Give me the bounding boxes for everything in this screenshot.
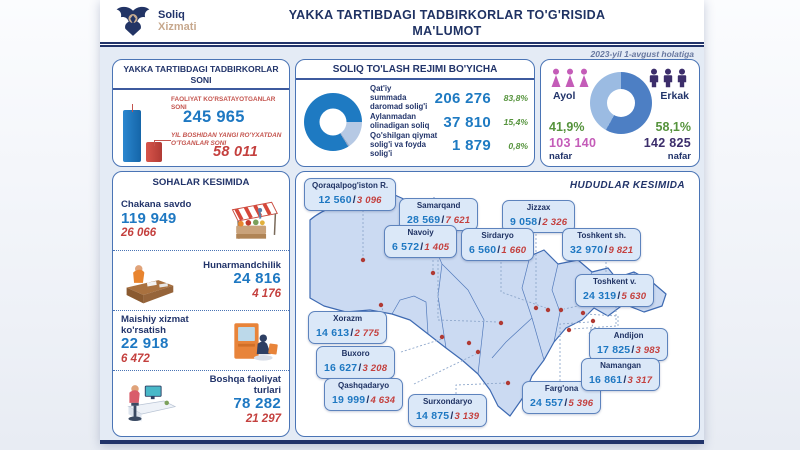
tax-label: Qo'shilgan qiymat solig'i va foyda solig… xyxy=(370,131,438,159)
market-stall-icon xyxy=(231,201,278,239)
male-label: Erkak xyxy=(660,90,689,102)
page-title: YAKKA TARTIBDAGI TADBIRKORLAR TO'G'RISID… xyxy=(250,7,644,40)
tax-row-turnover: Aylanmadan olinadigan soliq 37 810 15,4% xyxy=(370,112,528,131)
connector-line xyxy=(132,104,171,113)
tax-percent: 83,8% xyxy=(503,93,528,104)
sector-text: Boshqa faoliyat turlari 78 282 21 297 xyxy=(181,375,281,425)
sector-total-value: 78 282 xyxy=(233,395,281,413)
logo-line2: Xizmati xyxy=(158,21,197,33)
sector-label: Hunarmandchilik xyxy=(203,259,281,271)
female-label: Ayol xyxy=(553,90,576,102)
sector-new-value: 26 066 xyxy=(121,227,157,240)
sector-label: Boshqa faoliyat turlari xyxy=(209,374,281,396)
male-unit: nafar xyxy=(667,151,691,163)
infographic-canvas: Soliq Xizmati YAKKA TARTIBDAGI TADBIRKOR… xyxy=(100,0,704,444)
sector-row-hunarmandchilik: Hunarmandchilik 24 816 4 176 xyxy=(113,250,289,310)
region-chip-toshkent-v: Toshkent v. 24 319/5 630 xyxy=(575,274,655,307)
entrepreneur-counts-card: YAKKA TARTIBDAGI TADBIRKORLAR SONI FAOLI… xyxy=(112,59,290,167)
male-count: 142 825 xyxy=(643,135,691,150)
region-chip-jizzax: Jizzax 9 058/2 326 xyxy=(502,200,576,233)
craftsman-workbench-icon xyxy=(126,264,174,303)
sector-total-value: 24 816 xyxy=(233,270,281,288)
page-title-line1: YAKKA TARTIBDAGI TADBIRKORLAR TO'G'RISID… xyxy=(288,8,606,22)
logo-line1: Soliq xyxy=(158,9,185,22)
tax-label: Qat'iy summada daromad solig'i xyxy=(370,84,428,111)
sector-text: Maishiy xizmat ko'rsatish 22 918 6 472 xyxy=(121,315,221,365)
region-chip-navoiy: Navoiy 6 572/1 405 xyxy=(384,225,458,258)
region-chip-toshkent-sh: Toshkent sh. 32 970/9 821 xyxy=(562,228,642,261)
office-desk-icon xyxy=(127,384,177,422)
tax-label: Aylanmadan olinadigan soliq xyxy=(370,112,430,130)
sector-label: Chakana savdo xyxy=(121,199,192,211)
gender-donut-chart xyxy=(590,72,652,134)
region-center-dots xyxy=(360,257,596,386)
new-count-bar xyxy=(146,142,162,163)
gender-card: Ayol Erkak 41,9% 103 140 nafar 58,1% 142… xyxy=(540,59,700,167)
region-chip-namangan: Namangan 16 861/3 317 xyxy=(581,358,661,391)
sector-new-value: 21 297 xyxy=(245,412,281,425)
report-date: 2023-yil 1-avgust holatiga xyxy=(590,49,694,59)
region-chip-surxondaryo: Surxondaryo 14 875/3 139 xyxy=(408,394,488,427)
tax-donut-chart xyxy=(304,93,362,151)
tax-card-title: SOLIQ TO'LASH REJIMI BO'YICHA xyxy=(296,60,534,80)
female-stats: 41,9% 103 140 nafar xyxy=(549,120,596,163)
sectors-card-title: SOHALAR KESIMIDA xyxy=(152,177,250,188)
male-percent: 58,1% xyxy=(655,120,691,134)
page-title-line2: MA'LUMOT xyxy=(412,24,482,39)
sector-row-maishiy-xizmat: Maishiy xizmat ko'rsatish 22 918 6 472 xyxy=(113,310,289,370)
region-chip-andijon: Andijon 17 825/3 983 xyxy=(589,328,669,361)
female-percent: 41,9% xyxy=(549,120,585,134)
donut-hole xyxy=(319,108,347,136)
counts-card-title: YAKKA TARTIBDAGI TADBIRKORLAR SONI xyxy=(113,60,289,91)
male-stats: 58,1% 142 825 nafar xyxy=(644,120,691,163)
sector-label: Maishiy xizmat ko'rsatish xyxy=(121,314,189,336)
tax-percent: 15,4% xyxy=(503,117,528,127)
counts-card-body: FAOLIYAT KO'RSATAYOTGANLAR SONI 245 965 … xyxy=(113,90,289,166)
map-title: HUDUDLAR KESIMIDA xyxy=(569,180,685,191)
region-chip-buxoro: Buxoro 16 627/3 208 xyxy=(316,346,396,379)
logo: Soliq Xizmati xyxy=(114,4,197,40)
tax-value: 37 810 xyxy=(443,113,491,131)
active-count-value: 245 965 xyxy=(183,108,245,127)
sector-row-chakana-savdo: Chakana savdo 119 949 26 066 xyxy=(113,190,289,250)
tax-value: 1 879 xyxy=(451,137,491,155)
region-chip-qashqadaryo: Qashqadaryo 19 999/4 634 xyxy=(324,378,404,411)
sector-row-boshqa-faoliyat: Boshqa faoliyat turlari 78 282 21 297 xyxy=(113,370,289,430)
sector-total-value: 119 949 xyxy=(121,209,177,227)
female-count: 103 140 xyxy=(549,135,597,150)
sector-text: Hunarmandchilik 24 816 4 176 xyxy=(181,259,281,301)
tax-percent: 0,8% xyxy=(508,140,528,151)
tax-value: 206 276 xyxy=(434,89,491,107)
active-count-label: FAOLIYAT KO'RSATAYOTGANLAR SONI xyxy=(171,96,276,112)
region-chip-qoraqalpogiston: Qoraqalpog'iston R. 12 560/3 096 xyxy=(304,178,397,211)
region-chip-sirdaryo: Sirdaryo 6 560/1 660 xyxy=(461,228,535,261)
female-figures-icon xyxy=(551,68,589,87)
tax-regime-card: SOLIQ TO'LASH REJIMI BO'YICHA Qat'iy sum… xyxy=(295,59,535,167)
sector-new-value: 4 176 xyxy=(252,287,281,300)
connector-line xyxy=(154,140,171,147)
regions-map-card: HUDUDLAR KESIMIDA Qoraqalpog'iston R. 12… xyxy=(295,171,700,437)
sector-text: Chakana savdo 119 949 26 066 xyxy=(121,200,221,240)
eagle-logo-icon xyxy=(116,6,150,36)
new-count-label: YIL BOSHIDAN YANGI RO'YXATDAN O'TGANLAR … xyxy=(171,132,282,148)
sector-new-value: 6 472 xyxy=(121,352,150,365)
tax-rows: Qat'iy summada daromad solig'i 206 276 8… xyxy=(370,83,528,161)
header: Soliq Xizmati YAKKA TARTIBDAGI TADBIRKOR… xyxy=(100,0,704,47)
new-count-value: 58 011 xyxy=(213,144,259,161)
service-kiosk-icon xyxy=(234,322,278,361)
tax-row-vat-profit: Qo'shilgan qiymat solig'i va foyda solig… xyxy=(370,131,528,159)
tax-card-body: Qat'iy summada daromad solig'i 206 276 8… xyxy=(296,80,534,164)
sectors-card: SOHALAR KESIMIDA Chakana savdo 119 949 2… xyxy=(112,171,290,437)
female-unit: nafar xyxy=(549,151,573,163)
sector-total-value: 22 918 xyxy=(121,335,169,353)
donut-hole xyxy=(607,89,635,117)
active-count-bar xyxy=(123,110,141,163)
tax-row-fixed-income: Qat'iy summada daromad solig'i 206 276 8… xyxy=(370,84,528,112)
logo-text: Soliq Xizmati xyxy=(158,10,197,33)
region-chip-xorazm: Xorazm 14 613/2 775 xyxy=(308,311,388,344)
male-figures-icon xyxy=(649,68,687,88)
